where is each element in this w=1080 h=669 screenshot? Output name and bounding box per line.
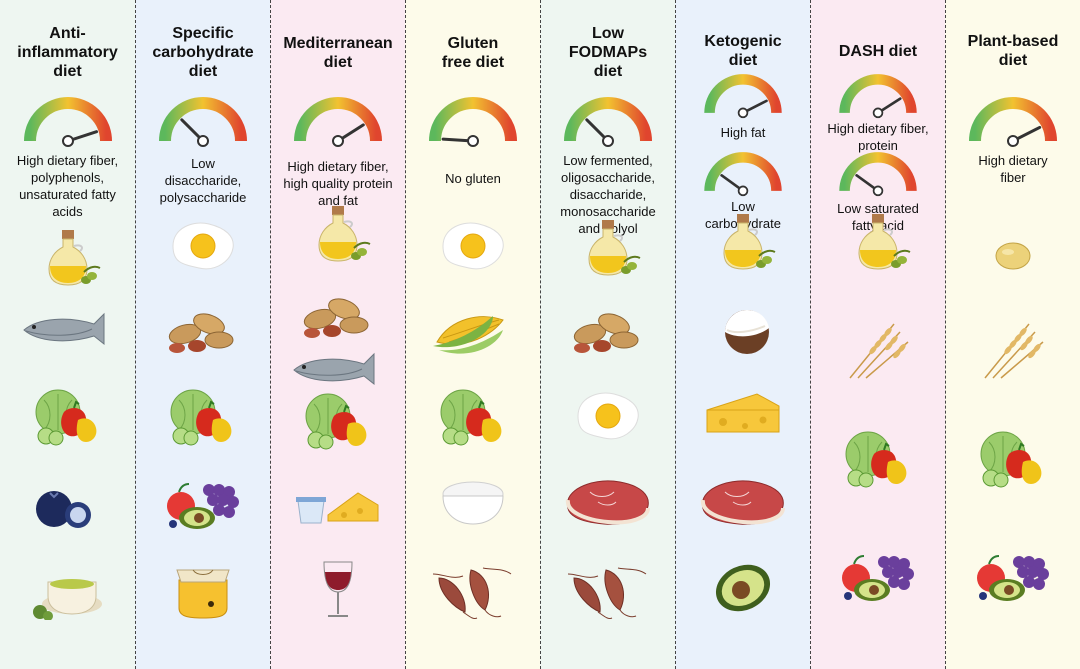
vegetables-icon <box>423 386 523 446</box>
level-gauge <box>834 150 922 200</box>
olive-oil-bottle-icon <box>693 210 793 270</box>
diet-title: Ketogenic diet <box>704 33 782 69</box>
diet-column: Anti- inflammatory diet High dietary fib… <box>0 0 135 669</box>
diet-title: Mediterranean diet <box>283 35 393 71</box>
vegetables-icon <box>963 428 1063 488</box>
diet-column: Specific carbohydrate diet Low disacchar… <box>135 0 270 669</box>
gauge-label: High fat <box>720 125 766 140</box>
fruits-icon <box>153 470 253 530</box>
diet-title: Gluten free diet <box>441 35 505 71</box>
level-gauge <box>423 95 523 151</box>
gauge-label: High dietary fiber, polyphenols, unsatur… <box>16 153 119 219</box>
diet-column: Plant-based diet High dietary fiber <box>945 0 1080 669</box>
gauge-6-1 <box>839 152 917 197</box>
rice-bowl-icon <box>423 470 523 530</box>
diet-column: Ketogenic diet High fat Low carbohydrate <box>675 0 810 669</box>
diet-title: Specific carbohydrate diet <box>152 25 254 80</box>
avocado-icon <box>693 556 793 616</box>
olive-oil-bottle-icon <box>288 202 388 262</box>
peanuts-icon <box>558 298 658 358</box>
level-gauge <box>699 72 787 122</box>
diet-column: Low FODMAPs diet Low fermented, oligosac… <box>540 0 675 669</box>
gauge-4-0 <box>564 97 652 147</box>
gauge-2-0 <box>294 97 382 147</box>
gauge-label: Low saturated fatty acid <box>837 201 919 233</box>
cheese-icon <box>693 386 793 446</box>
gauge-5-0 <box>704 74 782 119</box>
diet-column: DASH diet High dietary fiber, protein Lo… <box>810 0 945 669</box>
fried-egg-icon <box>423 216 523 276</box>
coconut-icon <box>693 302 793 362</box>
gauge-label: High dietary fiber <box>978 153 1048 185</box>
olive-oil-bottle-icon <box>828 210 928 270</box>
diet-title: Anti- inflammatory diet <box>17 25 118 80</box>
fried-egg-icon <box>153 216 253 276</box>
diet-column: Gluten free diet No gluten <box>405 0 540 669</box>
vegetables-icon <box>18 386 118 446</box>
diet-title: Plant-based diet <box>967 33 1059 69</box>
peanuts-icon <box>288 283 388 343</box>
olive-oil-bottle-icon <box>558 216 658 276</box>
level-gauge <box>288 95 388 151</box>
gauge-0-0 <box>23 97 112 147</box>
fruits-icon <box>963 542 1063 602</box>
gauge-7-0 <box>969 97 1057 147</box>
gauge-6-0 <box>839 74 917 119</box>
vegetables-icon <box>288 390 388 450</box>
corn-icon <box>423 298 523 358</box>
red-meat-icon <box>693 470 793 530</box>
level-gauge <box>153 95 253 151</box>
vegetables-icon <box>828 428 928 488</box>
gauge-label: No gluten <box>445 171 501 186</box>
diet-title: Low FODMAPs diet <box>568 25 648 80</box>
diet-column: Mediterranean diet High dietary fiber, h… <box>270 0 405 669</box>
fruits-icon <box>828 542 928 602</box>
olive-oil-bottle-icon <box>18 226 118 286</box>
level-gauge <box>699 150 787 200</box>
level-gauge <box>963 95 1063 151</box>
blueberry-icon <box>18 475 118 535</box>
gauge-3-0 <box>429 97 517 147</box>
sweet-potato-icon <box>423 560 523 620</box>
yogurt-cheese-icon <box>288 475 388 535</box>
gauge-1-0 <box>159 97 247 147</box>
wheat-icon <box>963 320 1063 380</box>
red-wine-icon <box>288 560 388 620</box>
red-meat-icon <box>558 470 658 530</box>
honey-jar-icon <box>153 560 253 620</box>
sweet-potato-icon <box>558 560 658 620</box>
level-gauge <box>558 95 658 151</box>
wheat-icon <box>828 320 928 380</box>
level-gauge <box>18 95 118 151</box>
fried-egg-icon <box>558 386 658 446</box>
green-tea-icon <box>18 560 118 620</box>
level-gauge <box>834 72 922 122</box>
gauge-5-1 <box>704 152 782 197</box>
gauge-label: Low disaccharide, polysaccharide <box>159 156 247 205</box>
diet-title: DASH diet <box>838 43 918 60</box>
fish-icon <box>18 300 118 360</box>
peanuts-icon <box>153 298 253 358</box>
vegetables-icon <box>153 386 253 446</box>
gauge-label: High dietary fiber, protein <box>827 121 929 153</box>
gauge-label: High dietary fiber, high quality protein… <box>283 159 393 208</box>
soybean-icon <box>963 226 1063 286</box>
fish-icon <box>288 340 388 400</box>
